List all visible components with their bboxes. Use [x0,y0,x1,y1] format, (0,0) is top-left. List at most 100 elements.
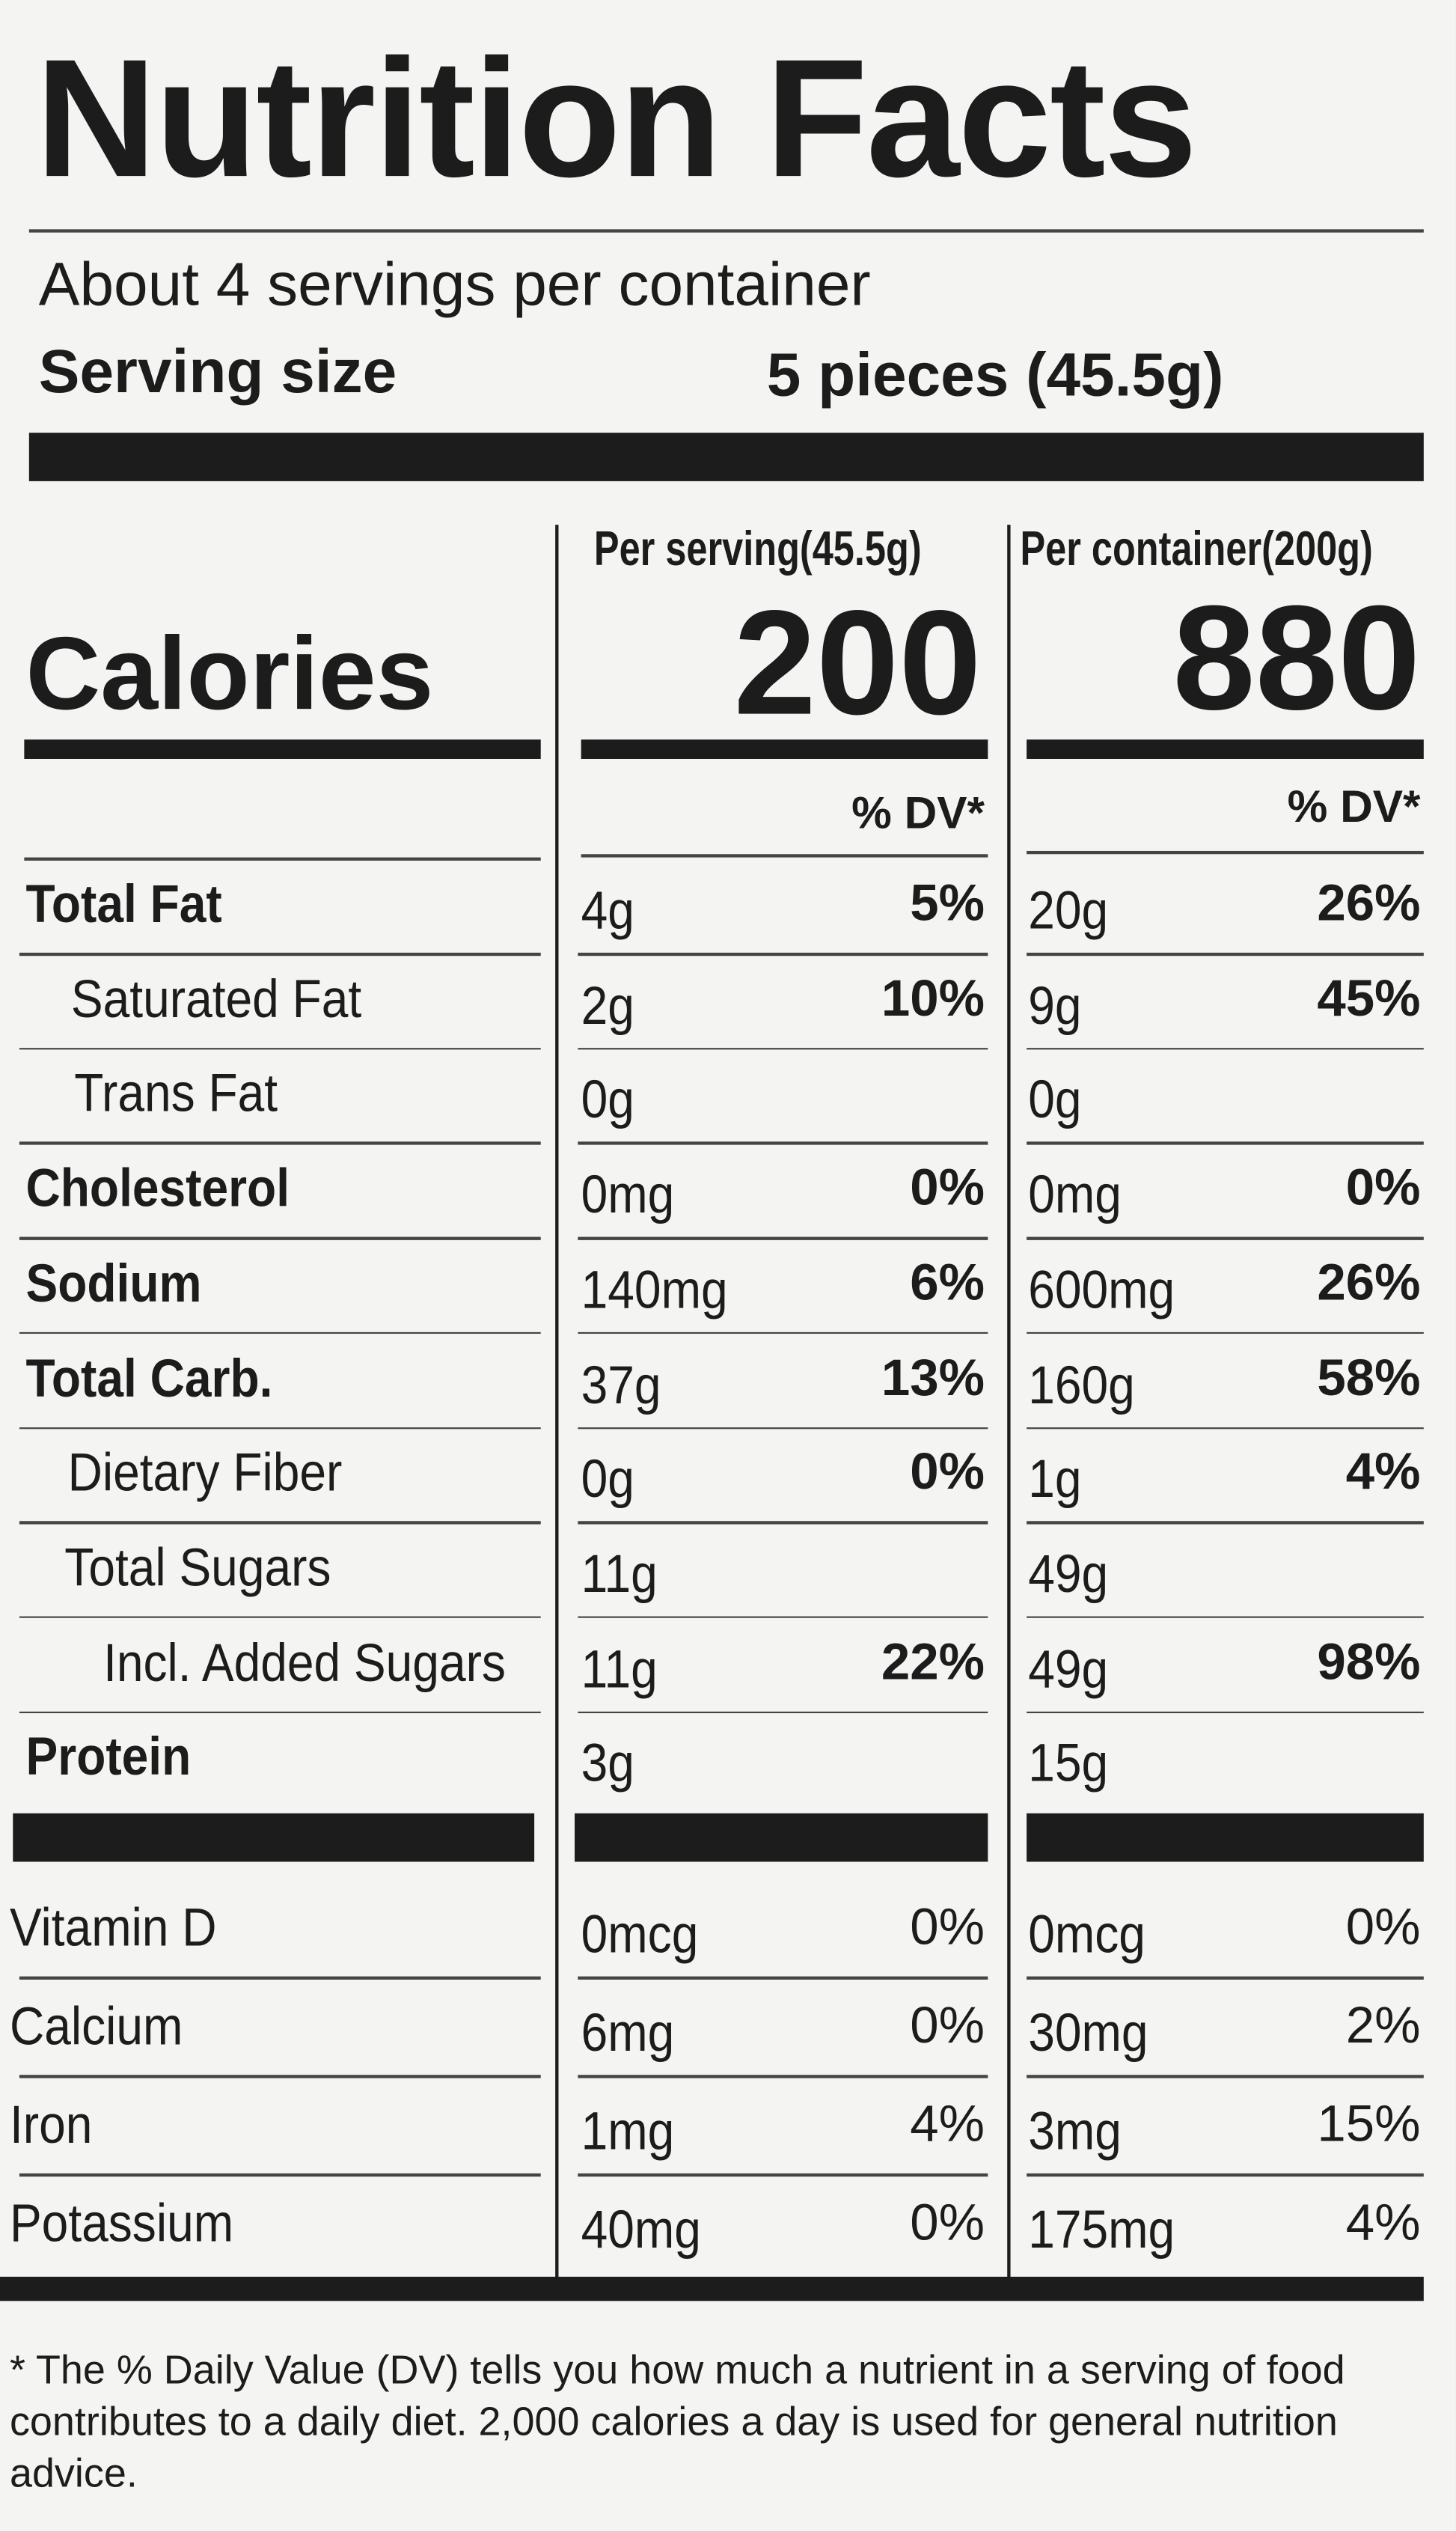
daily-value: 58% [1317,1347,1421,1406]
amount: 140mg [581,1259,728,1320]
rule [578,1427,988,1430]
column-header: Per serving(45.5g) [593,522,922,577]
daily-value: 0% [910,1158,985,1216]
daily-value: 0% [910,1995,985,2054]
nutrient-name: Dietary Fiber [67,1442,343,1502]
daily-value: 4% [1345,1442,1421,1501]
rule [578,1976,988,1979]
amount: 3mg [1028,2100,1122,2161]
daily-value: 45% [1317,968,1421,1027]
rule [1027,850,1424,854]
amount: 20g [1028,879,1109,940]
calories-label: Calories [25,614,434,732]
nutrient-name: Incl. Added Sugars [103,1632,506,1692]
amount: 15g [1028,1733,1109,1793]
daily-value: 4% [1345,2192,1421,2251]
amount: 11g [581,1638,658,1698]
thick-bar [13,1813,535,1862]
rule [1027,1976,1424,1979]
rule [578,1331,988,1334]
rule [19,1331,541,1334]
dv-header: % DV* [1287,781,1421,832]
rule [19,2075,541,2078]
amount: 30mg [1028,2002,1148,2062]
daily-value: 0% [1345,1897,1421,1956]
amount: 1mg [581,2100,675,2161]
daily-value: 2% [1345,1995,1421,2054]
amount: 0g [581,1070,634,1129]
dv-header: % DV* [851,787,985,838]
rule [19,1616,541,1619]
rule [19,1976,541,1979]
column-divider [1007,525,1011,2282]
rule [1027,2075,1424,2078]
rule [578,1236,988,1240]
rule [578,2075,988,2078]
rule [19,2173,541,2176]
servings: About 4 servings per container [38,251,871,320]
amount: 49g [1028,1543,1109,1604]
rule [1027,1142,1424,1145]
rule [19,1427,541,1430]
rule [19,1521,541,1524]
nutrient-name: Vitamin D [9,1897,217,1957]
rule [578,1521,988,1524]
rule [1027,1331,1424,1334]
rule [1027,952,1424,956]
daily-value: 26% [1317,873,1421,932]
bar [581,739,988,759]
rule [578,952,988,956]
nutrient-name: Calcium [9,1995,183,2056]
amount: 0mg [581,1164,675,1224]
amount: 0mcg [581,1903,699,1964]
rule [1027,1427,1424,1430]
thick-bar [575,1813,988,1862]
serving-size-value: 5 pieces (45.5g) [766,342,1224,410]
amount: 9g [1028,974,1082,1035]
nutrient-name: Protein [25,1726,192,1787]
daily-value: 0% [1345,1158,1421,1216]
nutrient-name: Sodium [25,1252,202,1313]
rule [578,1142,988,1145]
daily-value: 10% [881,968,985,1027]
nutrient-name: Iron [9,2094,93,2154]
nutrient-name: Total Carb. [25,1347,273,1408]
rule [1027,1616,1424,1619]
nutrient-name: Potassium [9,2192,234,2253]
amount: 4g [581,879,634,940]
nutrient-name: Trans Fat [74,1063,278,1123]
rule [578,1710,988,1714]
nutrient-name: Total Sugars [64,1537,331,1597]
amount: 0mcg [1028,1903,1145,1964]
nutrient-name: Cholesterol [25,1158,290,1218]
amount: 2g [581,974,634,1035]
amount: 11g [581,1543,658,1604]
rule [19,1710,541,1714]
daily-value: 98% [1317,1632,1421,1690]
bar [1027,739,1424,759]
daily-value: 0% [910,1897,985,1956]
rule [19,1142,541,1145]
rule [1027,1047,1424,1050]
amount: 160g [1028,1353,1135,1414]
daily-value: 6% [910,1252,985,1311]
amount: 600mg [1028,1259,1175,1320]
thick-bar [0,2276,1424,2301]
thick-bar [28,433,1424,481]
rule [1027,1236,1424,1240]
rule [581,854,988,857]
amount: 175mg [1028,2199,1175,2260]
amount: 6mg [581,2002,675,2062]
amount: 40mg [581,2199,701,2260]
amount: 0mg [1028,1164,1122,1224]
footnote: * The % Daily Value (DV) tells you how m… [9,2347,1345,2497]
rule [578,1047,988,1050]
rule [1027,2173,1424,2176]
rule [24,857,541,860]
nutrient-name: Total Fat [25,873,222,933]
amount: 0g [581,1448,634,1509]
rule [19,1236,541,1240]
thick-bar [1027,1813,1424,1862]
